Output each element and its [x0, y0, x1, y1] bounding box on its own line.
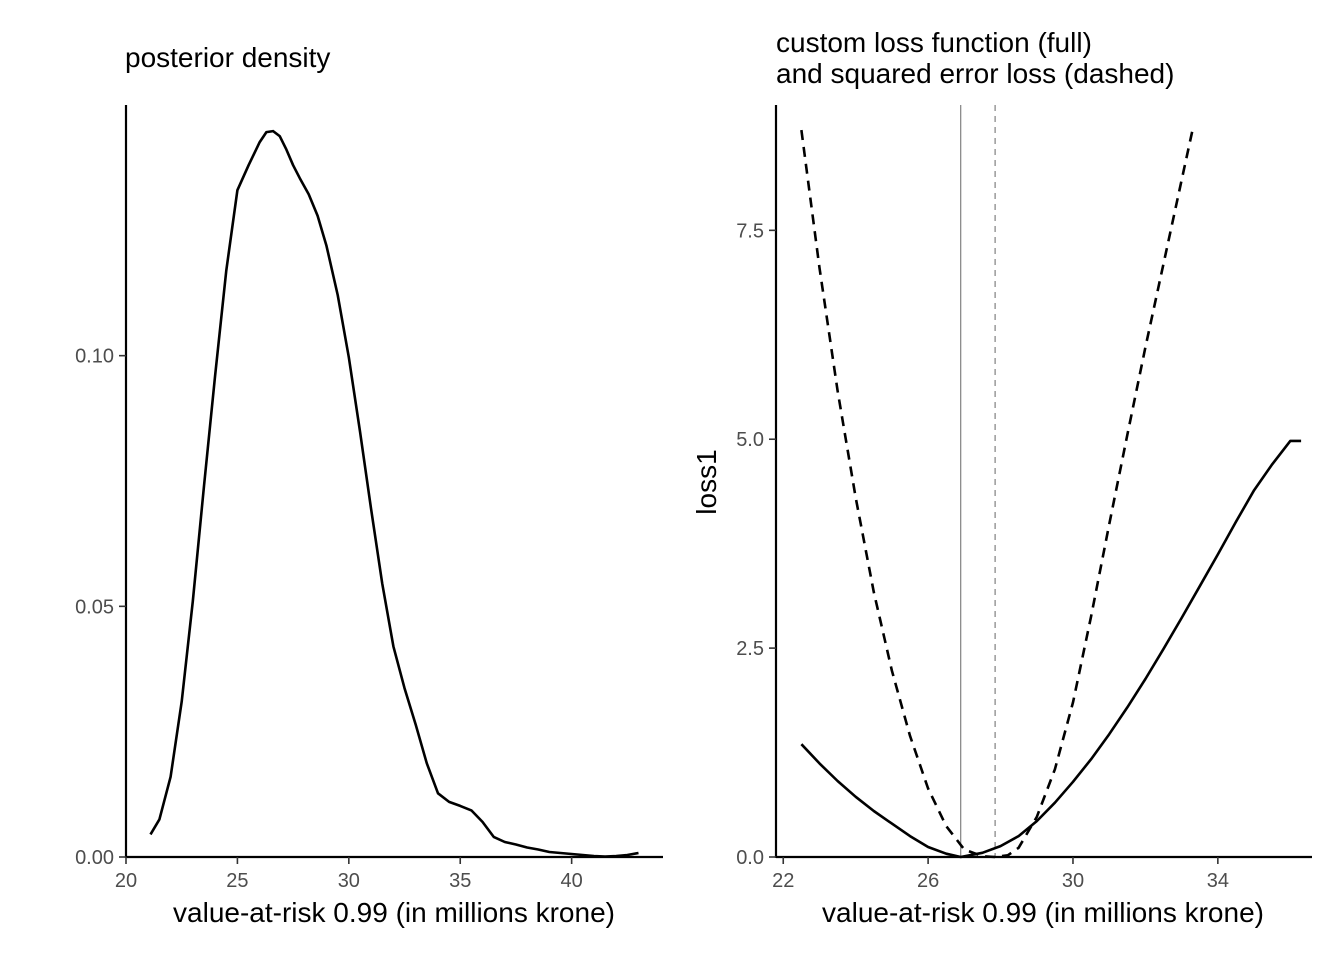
density-panel-title: posterior density: [125, 42, 330, 73]
density-x-tick-label: 40: [561, 870, 583, 892]
density-y-tick-label: 0.05: [75, 596, 114, 618]
loss-y-tick-label: 0.0: [736, 847, 764, 869]
density-x-ticks: 20 25 30 35 40: [115, 857, 583, 892]
density-y-tick-label: 0.00: [75, 847, 114, 869]
loss-panel-title-line-1: custom loss function (full): [776, 27, 1092, 58]
loss-x-axis-label: value-at-risk 0.99 (in millions krone): [822, 897, 1264, 928]
loss-series-layer: [800, 129, 1302, 859]
density-x-tick-label: 35: [449, 870, 471, 892]
loss-series-line-solid: [800, 439, 1302, 859]
density-x-tick-label: 25: [226, 870, 248, 892]
loss-panel-title: custom loss function (full) and squared …: [776, 27, 1174, 89]
loss-x-tick-label: 30: [1062, 870, 1084, 892]
density-y-ticks: 0.00 0.05 0.10: [75, 346, 126, 869]
loss-panel-title-line-2: and squared error loss (dashed): [776, 58, 1174, 89]
density-x-axis-label: value-at-risk 0.99 (in millions krone): [173, 897, 615, 928]
loss-reference-lines: [960, 105, 996, 857]
loss-x-tick-label: 34: [1207, 870, 1229, 892]
loss-y-tick-label: 7.5: [736, 220, 764, 242]
loss-y-tick-label: 2.5: [736, 638, 764, 660]
density-series-line-solid: [149, 129, 639, 858]
density-y-tick-label: 0.10: [75, 346, 114, 368]
density-panel: posterior density value-at-risk 0.99 (in…: [75, 42, 663, 928]
loss-y-axis-label: loss1: [691, 449, 722, 514]
density-x-tick-label: 30: [338, 870, 360, 892]
density-series-layer: [149, 129, 639, 858]
loss-x-tick-label: 22: [772, 870, 794, 892]
loss-y-tick-label: 5.0: [736, 429, 764, 451]
loss-panel: custom loss function (full) and squared …: [691, 27, 1312, 928]
loss-x-tick-label: 26: [917, 870, 939, 892]
density-x-tick-label: 20: [115, 870, 137, 892]
loss-series-line-dashed: [800, 129, 1194, 859]
loss-x-ticks: 22 26 30 34: [772, 857, 1229, 892]
loss-y-ticks: 0.0 2.5 5.0 7.5: [736, 220, 776, 869]
